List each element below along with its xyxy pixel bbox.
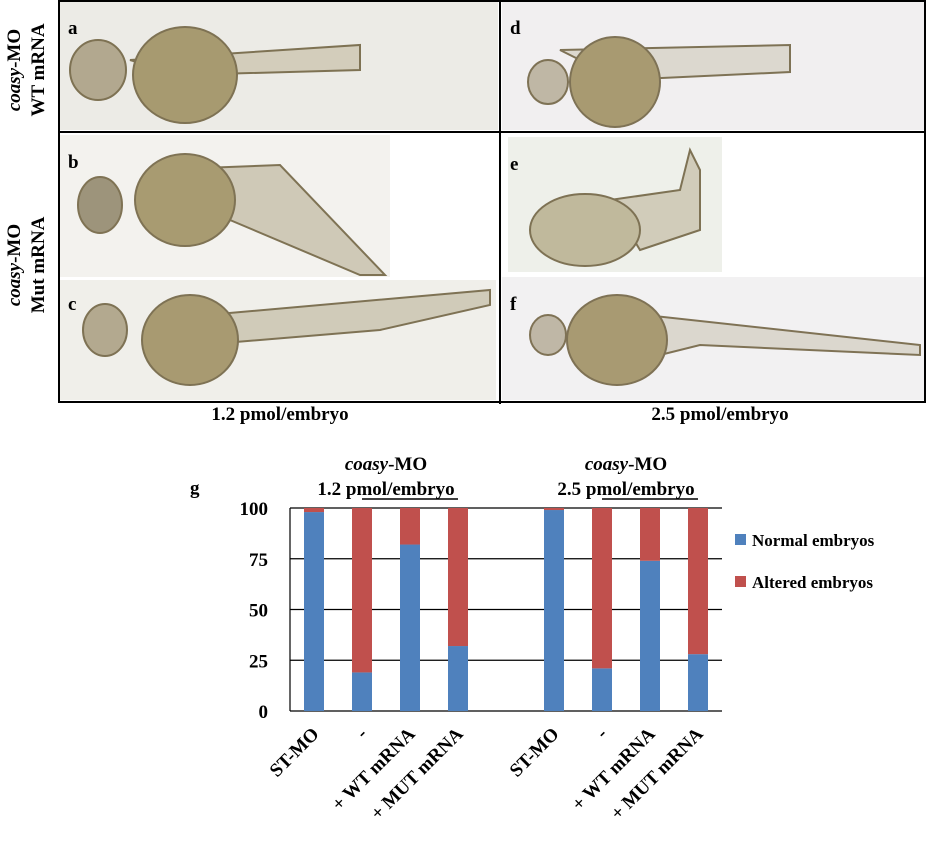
panel-letter: a: [68, 18, 78, 39]
column-label: 2.5 pmol/embryo: [651, 404, 788, 425]
panel-letter: b: [68, 152, 79, 173]
legend-label: Altered embryos: [752, 573, 873, 592]
row-label: coasy-MO Mut mRNA: [4, 216, 49, 313]
bar-segment: [352, 672, 372, 711]
x-tick-label: ST-MO: [506, 724, 564, 782]
italic: coasy: [4, 262, 25, 306]
bar-segment: [688, 508, 708, 655]
group-label: coasy-MO: [345, 454, 427, 475]
row-label-line2: WT mRNA: [28, 23, 49, 116]
y-tick-label: 75: [249, 550, 268, 571]
text: -MO: [4, 224, 25, 263]
embryos: [69, 26, 921, 386]
legend-swatch: [735, 534, 746, 545]
bar-segment: [448, 508, 468, 647]
column-label: 1.2 pmol/embryo: [211, 404, 348, 425]
italic: coasy: [585, 454, 629, 475]
bar-segment: [400, 544, 420, 711]
y-tick-label: 100: [240, 499, 269, 520]
bar-segment: [304, 508, 324, 513]
bar-segment: [688, 654, 708, 711]
bar-segment: [544, 510, 564, 711]
text: -MO: [388, 454, 427, 475]
panel-letter: c: [68, 294, 76, 315]
photo-panels: [58, 0, 926, 404]
bar-segment: [448, 646, 468, 711]
panel-letter: d: [510, 18, 521, 39]
bar-segment: [544, 508, 564, 511]
x-tick-label: -: [592, 724, 611, 743]
bar-segment: [304, 512, 324, 711]
bar-segment: [400, 508, 420, 545]
group-dose: 1.2 pmol/embryo: [317, 479, 454, 500]
legend-swatch: [735, 576, 746, 587]
bar-segment: [352, 508, 372, 673]
row-label-line1: coasy-MO: [4, 29, 25, 111]
text: -MO: [4, 29, 25, 68]
panel-letter: g: [190, 478, 200, 499]
group-dose: 2.5 pmol/embryo: [557, 479, 694, 500]
legend-label: Normal embryos: [752, 531, 875, 550]
bar-segment: [640, 560, 660, 711]
row-label-line1: coasy-MO: [4, 224, 25, 306]
x-tick-label: -: [352, 724, 371, 743]
bar-segment: [592, 668, 612, 711]
text: -MO: [628, 454, 667, 475]
row-label-line2: Mut mRNA: [28, 216, 49, 313]
italic: coasy: [345, 454, 389, 475]
italic: coasy: [4, 67, 25, 111]
y-tick-label: 0: [259, 702, 269, 723]
bar-segment: [640, 508, 660, 561]
row-label: coasy-MO WT mRNA: [4, 23, 49, 116]
group-label: coasy-MO: [585, 454, 667, 475]
panel-letter: e: [510, 154, 518, 175]
y-tick-label: 25: [249, 651, 268, 672]
bar-segment: [592, 508, 612, 669]
x-tick-label: ST-MO: [266, 724, 324, 782]
panel-frames: [58, 0, 926, 404]
panel-letter: f: [510, 294, 517, 315]
y-tick-label: 50: [249, 601, 268, 622]
